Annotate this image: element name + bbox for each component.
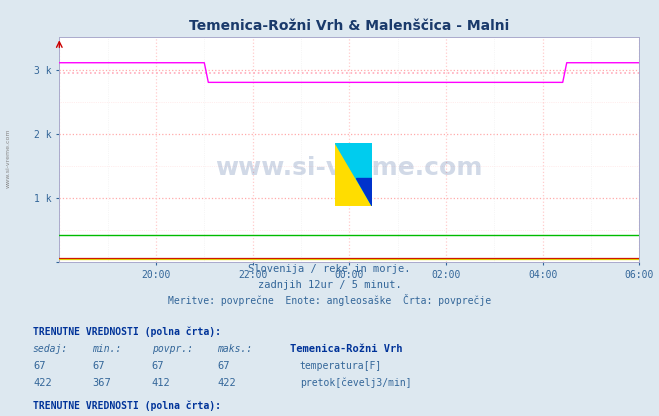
Text: temperatura[F]: temperatura[F]	[300, 361, 382, 371]
Text: 67: 67	[33, 361, 45, 371]
Text: pretok[čevelj3/min]: pretok[čevelj3/min]	[300, 377, 411, 388]
Text: TRENUTNE VREDNOSTI (polna črta):: TRENUTNE VREDNOSTI (polna črta):	[33, 400, 221, 411]
Text: Meritve: povprečne  Enote: angleosaške  Črta: povprečje: Meritve: povprečne Enote: angleosaške Čr…	[168, 294, 491, 306]
Text: www.si-vreme.com: www.si-vreme.com	[215, 156, 483, 180]
Text: 367: 367	[92, 378, 111, 388]
Text: 67: 67	[92, 361, 105, 371]
Text: povpr.:: povpr.:	[152, 344, 192, 354]
Text: sedaj:: sedaj:	[33, 344, 68, 354]
Text: www.si-vreme.com: www.si-vreme.com	[6, 128, 11, 188]
Text: 412: 412	[152, 378, 170, 388]
Title: Temenica-Rožni Vrh & Malenščica - Malni: Temenica-Rožni Vrh & Malenščica - Malni	[189, 20, 509, 34]
Text: Slovenija / reke in morje.: Slovenija / reke in morje.	[248, 265, 411, 275]
Text: zadnjih 12ur / 5 minut.: zadnjih 12ur / 5 minut.	[258, 280, 401, 290]
Text: min.:: min.:	[92, 344, 122, 354]
Text: TRENUTNE VREDNOSTI (polna črta):: TRENUTNE VREDNOSTI (polna črta):	[33, 327, 221, 337]
Text: 67: 67	[217, 361, 230, 371]
Text: 422: 422	[33, 378, 51, 388]
Text: maks.:: maks.:	[217, 344, 252, 354]
Text: 67: 67	[152, 361, 164, 371]
Text: Temenica-Rožni Vrh: Temenica-Rožni Vrh	[290, 344, 403, 354]
Text: 422: 422	[217, 378, 236, 388]
